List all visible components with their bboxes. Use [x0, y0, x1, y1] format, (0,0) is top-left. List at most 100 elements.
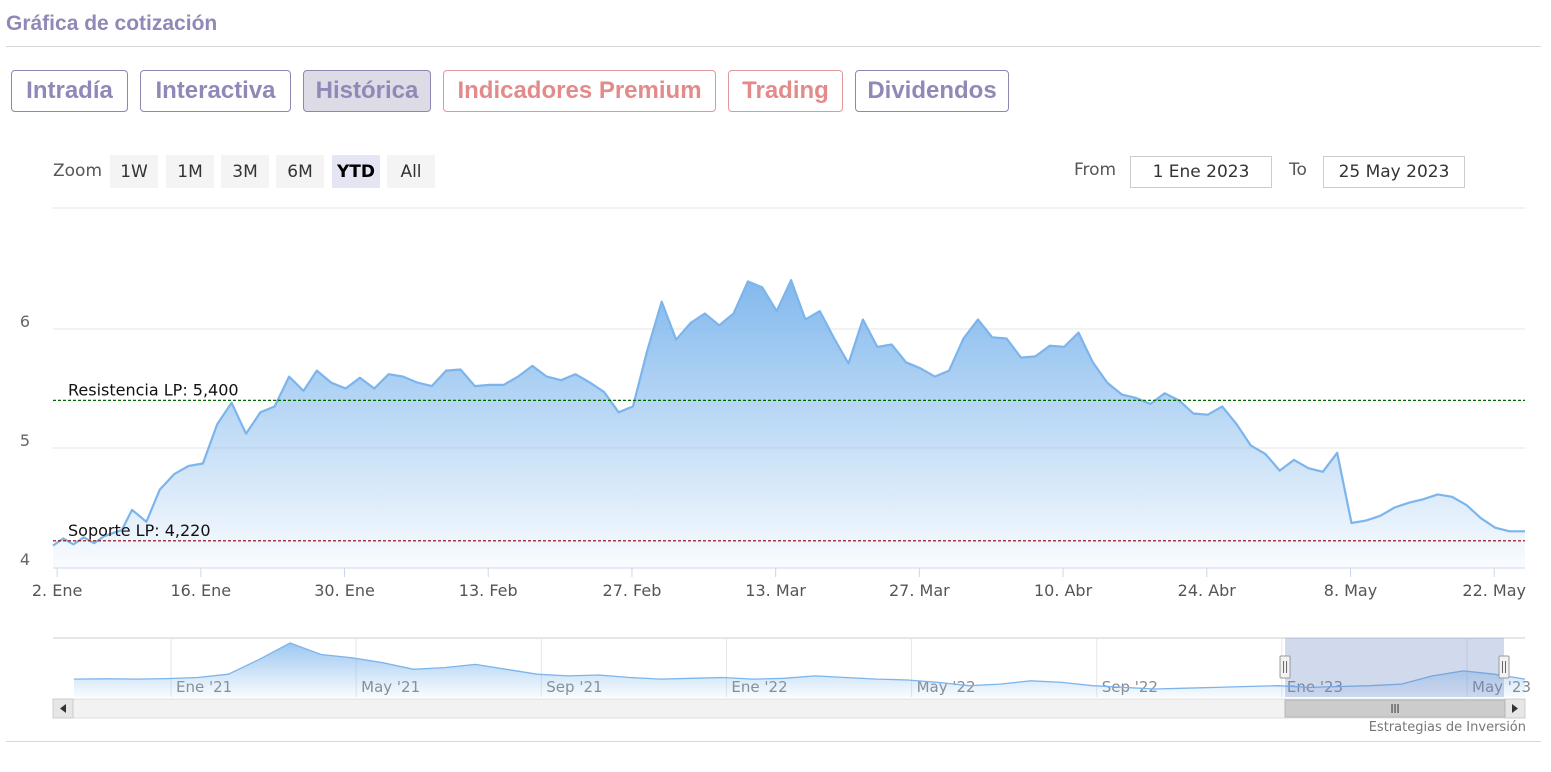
data-point — [891, 344, 893, 346]
tab-historica[interactable]: Histórica — [303, 70, 431, 112]
data-point — [402, 376, 404, 378]
zoom-ytd-button[interactable]: YTD — [332, 155, 380, 188]
data-point — [1092, 361, 1094, 363]
to-date-input[interactable]: 25 May 2023 — [1323, 156, 1465, 188]
data-point — [260, 411, 262, 413]
data-point — [805, 319, 807, 321]
data-point — [202, 463, 204, 465]
data-point — [517, 376, 519, 378]
data-point — [52, 545, 54, 547]
data-point — [1250, 445, 1252, 447]
chart-credit[interactable]: Estrategias de Inversión — [1368, 720, 1526, 735]
support-label: Soporte LP: 4,220 — [68, 521, 211, 540]
y-tick-label: 4 — [20, 550, 30, 569]
x-tick-label: 22. May — [1462, 581, 1526, 600]
data-point — [546, 376, 548, 378]
data-point — [503, 384, 505, 386]
data-point — [173, 473, 175, 475]
data-point — [345, 388, 347, 390]
data-point — [848, 363, 850, 365]
zoom-3m-button[interactable]: 3M — [221, 155, 269, 188]
data-point — [1279, 470, 1281, 472]
data-point — [445, 370, 447, 372]
data-point — [1049, 345, 1051, 347]
navigator-right-handle[interactable] — [1498, 655, 1510, 679]
zoom-all-button[interactable]: All — [387, 155, 435, 188]
data-point — [1149, 403, 1151, 405]
data-point — [1437, 494, 1439, 496]
price-area-fill — [53, 280, 1525, 568]
data-point — [1509, 530, 1511, 532]
zoom-6m-button[interactable]: 6M — [276, 155, 324, 188]
data-point — [1394, 507, 1396, 509]
data-point — [274, 406, 276, 408]
navigator-left-handle[interactable] — [1279, 655, 1291, 679]
data-point — [1451, 496, 1453, 498]
from-label: From — [1074, 160, 1117, 180]
data-point — [488, 384, 490, 386]
x-tick-label: 27. Feb — [603, 581, 662, 600]
data-point — [905, 361, 907, 363]
data-point — [1020, 357, 1022, 359]
data-point — [1006, 338, 1008, 340]
data-point — [1135, 397, 1137, 399]
x-tick-label: 30. Ene — [314, 581, 375, 600]
navigator-selection[interactable] — [1285, 638, 1504, 697]
data-point — [761, 287, 763, 289]
y-tick-label: 5 — [20, 431, 30, 450]
data-point — [560, 379, 562, 381]
data-point — [646, 350, 648, 352]
chevron-right-icon — [1512, 704, 1518, 713]
data-point — [474, 385, 476, 387]
data-point — [603, 391, 605, 393]
x-tick-label: 2. Ene — [32, 581, 82, 600]
data-point — [790, 279, 792, 281]
data-point — [833, 338, 835, 340]
data-point — [1063, 346, 1065, 348]
data-point — [862, 319, 864, 321]
data-point — [417, 382, 419, 384]
tab-dividendos[interactable]: Dividendos — [855, 70, 1009, 112]
data-point — [1308, 467, 1310, 469]
tab-trading[interactable]: Trading — [728, 70, 843, 112]
data-point — [388, 373, 390, 375]
data-point — [1494, 527, 1496, 529]
title-divider — [6, 46, 1541, 47]
data-point — [776, 310, 778, 312]
data-point — [1164, 392, 1166, 394]
to-label: To — [1289, 160, 1307, 180]
data-point — [216, 423, 218, 425]
data-point — [934, 376, 936, 378]
data-point — [373, 388, 375, 390]
data-point — [1035, 356, 1037, 358]
zoom-1m-button[interactable]: 1M — [166, 155, 214, 188]
data-point — [131, 509, 133, 511]
data-point — [963, 338, 965, 340]
data-point — [747, 281, 749, 283]
data-point — [245, 433, 247, 435]
navigator-area — [74, 643, 1525, 697]
x-tick-label: 24. Abr — [1178, 581, 1237, 600]
zoom-label: Zoom — [53, 161, 103, 181]
x-tick-label: 16. Ene — [171, 581, 232, 600]
data-point — [359, 377, 361, 379]
tab-indicadores-premium[interactable]: Indicadores Premium — [443, 70, 716, 112]
tab-interactiva[interactable]: Interactiva — [140, 70, 291, 112]
tab-intradia[interactable]: Intradía — [11, 70, 128, 112]
data-point — [690, 322, 692, 324]
data-point — [733, 313, 735, 315]
data-point — [1524, 530, 1526, 532]
data-point — [575, 373, 577, 375]
price-line — [52, 279, 1525, 547]
data-point — [1121, 394, 1123, 396]
data-point — [718, 325, 720, 327]
data-point — [1207, 414, 1209, 416]
data-point — [316, 370, 318, 372]
data-point — [819, 310, 821, 312]
zoom-1w-button[interactable]: 1W — [110, 155, 158, 188]
from-date-input[interactable]: 1 Ene 2023 — [1130, 156, 1272, 188]
data-point — [1193, 413, 1195, 415]
data-point — [231, 402, 233, 404]
data-point — [1221, 406, 1223, 408]
